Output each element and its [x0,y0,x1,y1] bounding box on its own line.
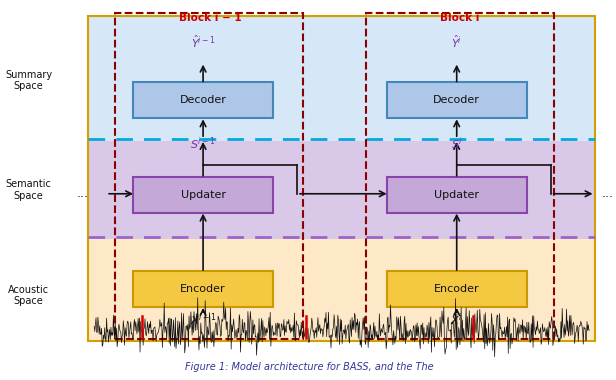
FancyBboxPatch shape [387,82,527,118]
FancyBboxPatch shape [133,177,274,213]
Text: Block i: Block i [440,13,479,23]
Text: Updater: Updater [434,190,479,200]
Text: $S^{i}$: $S^{i}$ [451,136,463,152]
Text: $X^{i}$: $X^{i}$ [450,312,463,328]
FancyBboxPatch shape [133,271,274,307]
FancyBboxPatch shape [387,271,527,307]
Text: Summary
Space: Summary Space [5,70,52,92]
Text: ...: ... [601,187,614,200]
Text: $S^{i-1}$: $S^{i-1}$ [190,136,216,152]
Text: Encoder: Encoder [180,284,226,294]
Text: Decoder: Decoder [433,95,480,105]
Text: $X^{i-1}$: $X^{i-1}$ [190,312,216,328]
FancyBboxPatch shape [133,82,274,118]
FancyBboxPatch shape [88,141,596,243]
Text: Semantic
Space: Semantic Space [6,179,52,201]
Text: $\hat{Y}^{i}$: $\hat{Y}^{i}$ [451,34,462,51]
FancyBboxPatch shape [387,177,527,213]
Text: Decoder: Decoder [180,95,227,105]
Text: ...: ... [76,187,88,200]
Text: Acoustic
Space: Acoustic Space [8,285,49,306]
Text: Figure 1: Model architecture for BASS, and the The: Figure 1: Model architecture for BASS, a… [185,362,433,372]
Text: $\hat{Y}^{i-1}$: $\hat{Y}^{i-1}$ [191,34,216,51]
Text: Encoder: Encoder [434,284,479,294]
FancyBboxPatch shape [88,239,596,341]
FancyBboxPatch shape [88,16,596,145]
Text: Block i − 1: Block i − 1 [179,13,242,23]
Text: Updater: Updater [180,190,225,200]
